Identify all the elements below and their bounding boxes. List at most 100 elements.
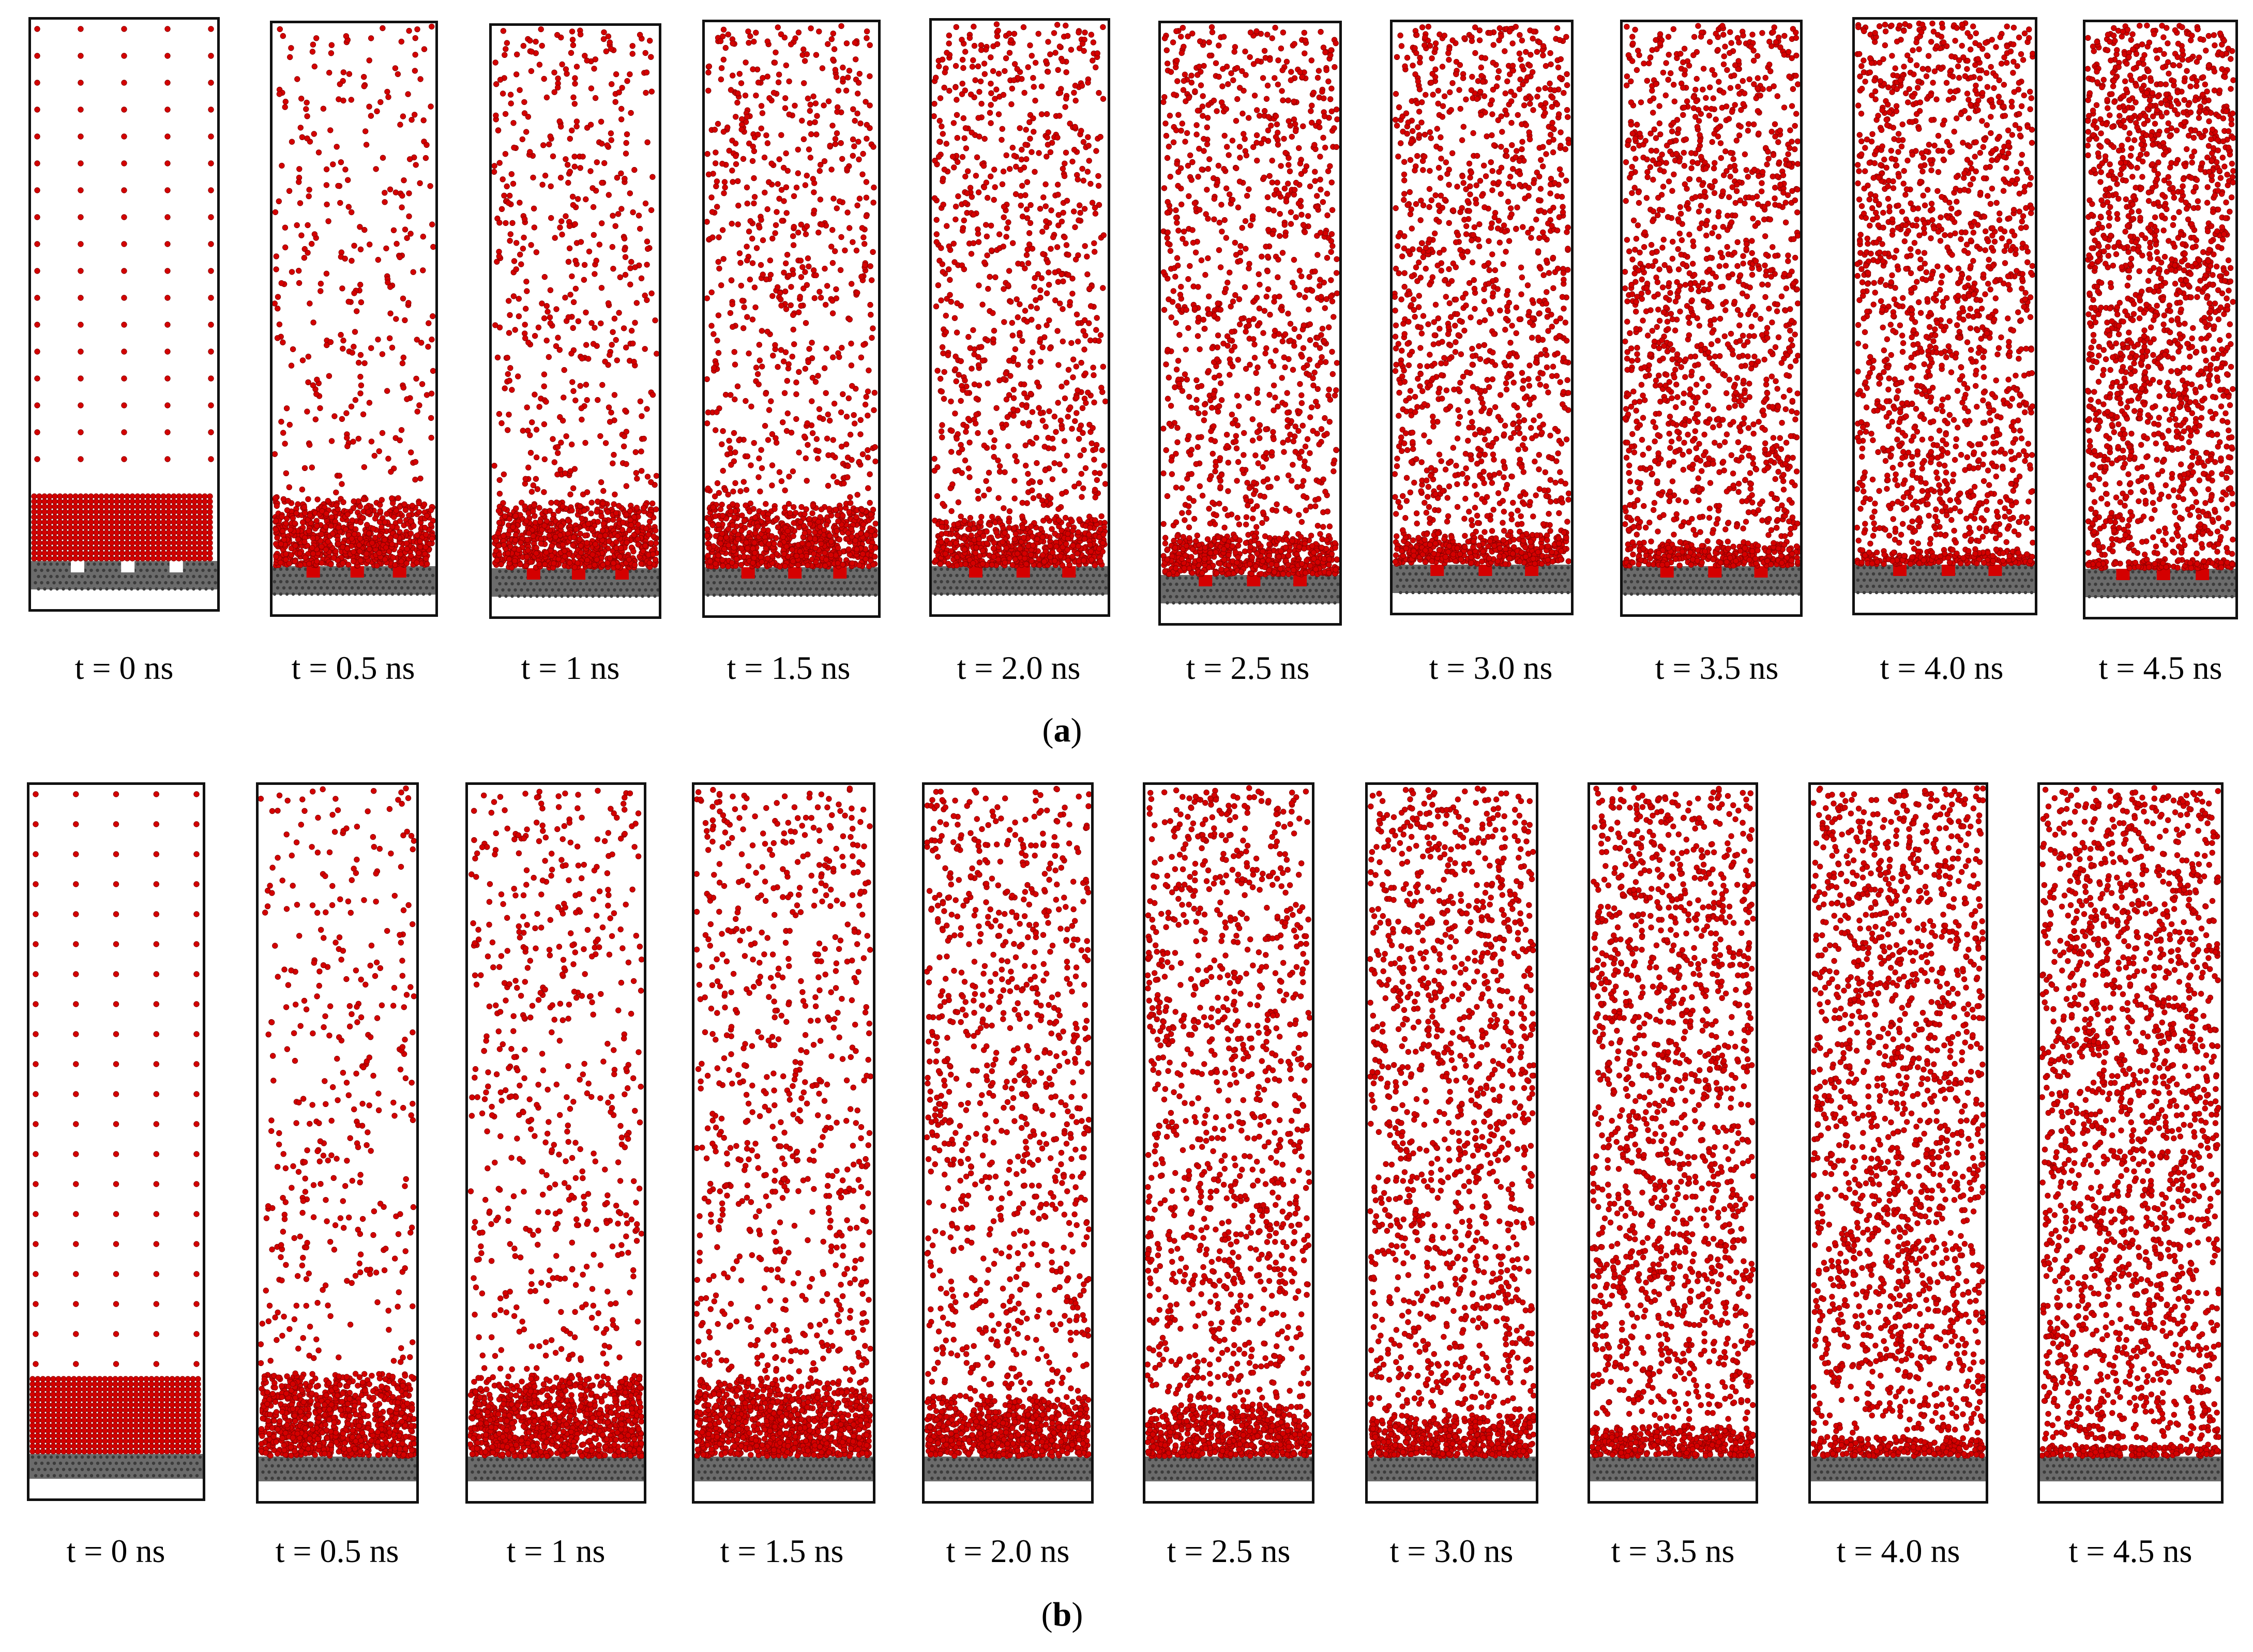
vapor-particle [849, 457, 855, 463]
liquid-particle [181, 524, 187, 531]
substrate-atom [400, 586, 404, 590]
substrate-groove [969, 566, 982, 578]
liquid-particle [88, 509, 94, 515]
vapor-particle [638, 275, 645, 281]
vapor-particle [869, 335, 875, 341]
vapor-particle [837, 198, 843, 204]
liquid-particle [181, 504, 187, 510]
liquid-particle [577, 531, 583, 537]
vapor-particle [339, 285, 345, 292]
vapor-particle [856, 459, 863, 465]
vapor-particle [868, 312, 874, 318]
vapor-particle [357, 224, 363, 230]
liquid-particle [868, 528, 875, 534]
substrate-atom [412, 586, 416, 590]
vapor-particle [790, 326, 796, 333]
liquid-particle [114, 504, 120, 510]
substrate-atom [136, 562, 140, 566]
vapor-particle [805, 442, 811, 448]
substrate-atom [102, 568, 105, 572]
vapor-particle [838, 409, 844, 416]
vapor-particle [623, 461, 629, 467]
liquid-particle [536, 561, 542, 568]
vapor-particle [299, 134, 306, 141]
substrate-atom [425, 573, 429, 578]
substrate-atom [273, 567, 277, 571]
liquid-particle [52, 509, 58, 515]
vapor-particle [394, 240, 400, 247]
liquid-particle [150, 529, 156, 536]
vapor-particle [282, 98, 289, 105]
vapor-particle [532, 332, 538, 339]
vapor-particle [609, 244, 616, 250]
vapor-particle [861, 241, 868, 247]
liquid-particle [129, 514, 135, 520]
substrate-atom [431, 586, 435, 590]
vapor-particle [732, 480, 738, 486]
liquid-particle [739, 512, 745, 519]
substrate-atom [721, 587, 725, 591]
vapor-particle [301, 254, 308, 261]
vapor-particle [342, 166, 349, 173]
vapor-particle [509, 387, 515, 393]
vapor-lattice-particle [78, 429, 84, 435]
liquid-particle [129, 545, 135, 551]
substrate-atom [1042, 586, 1046, 590]
liquid-particle [357, 557, 364, 564]
liquid-particle [349, 536, 355, 542]
liquid-particle [134, 504, 141, 510]
vapor-particle [805, 359, 811, 365]
liquid-particle [731, 528, 737, 535]
liquid-particle [619, 527, 626, 533]
liquid-particle [301, 504, 307, 510]
substrate-atom [631, 588, 635, 592]
vapor-particle [859, 451, 866, 458]
vapor-particle [420, 233, 426, 240]
substrate-atom [721, 574, 725, 579]
liquid-particle [345, 562, 352, 568]
liquid-particle [176, 529, 182, 536]
substrate-atom [164, 581, 168, 585]
vapor-particle [797, 257, 804, 264]
vapor-particle [872, 458, 878, 465]
liquid-particle [584, 557, 591, 564]
liquid-particle [109, 519, 115, 525]
substrate-atom [952, 580, 956, 584]
vapor-particle [799, 264, 806, 270]
liquid-particle [647, 512, 653, 518]
vapor-particle [328, 42, 335, 48]
liquid-particle [171, 545, 177, 551]
vapor-particle [567, 491, 573, 497]
liquid-particle [72, 498, 79, 505]
vapor-particle [551, 69, 557, 75]
substrate-atom [737, 568, 741, 572]
vapor-particle [721, 190, 727, 196]
liquid-particle [103, 514, 110, 520]
liquid-particle [41, 545, 48, 551]
vapor-particle [522, 480, 528, 487]
substrate-atom [300, 573, 305, 578]
vapor-particle [845, 74, 851, 81]
substrate-atom [378, 567, 382, 571]
substrate-atom [1023, 586, 1027, 590]
snapshot-render [492, 26, 659, 598]
liquid-particle [93, 504, 99, 510]
vapor-particle [653, 473, 659, 479]
liquid-particle [401, 501, 407, 507]
liquid-particle [374, 563, 380, 569]
substrate-atom [431, 573, 435, 578]
liquid-particle [538, 540, 545, 547]
vapor-particle [714, 178, 720, 185]
liquid-particle [165, 524, 172, 531]
substrate-atom [743, 593, 747, 597]
substrate-atom [344, 586, 348, 590]
substrate-atom [510, 594, 514, 598]
substrate-atom [1064, 580, 1067, 584]
liquid-particle [171, 493, 177, 499]
vapor-particle [803, 231, 809, 237]
liquid-particle [273, 518, 279, 524]
vapor-particle [763, 276, 769, 282]
liquid-particle [134, 535, 141, 541]
liquid-particle [181, 493, 187, 499]
liquid-particle [88, 514, 94, 520]
